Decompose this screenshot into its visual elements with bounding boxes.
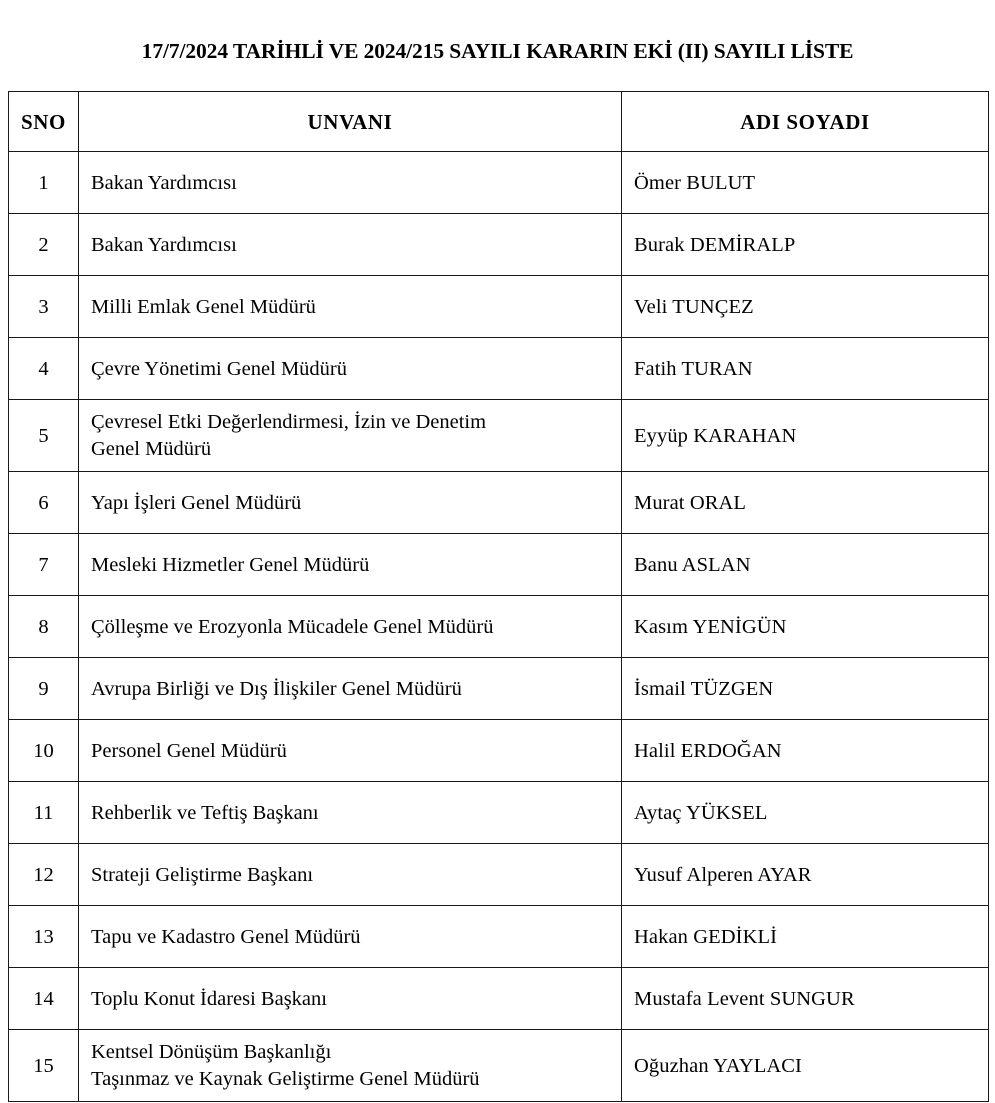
cell-unvani: Yapı İşleri Genel Müdürü [78, 471, 622, 534]
cell-sno: 3 [8, 275, 79, 338]
cell-unvani: Rehberlik ve Teftiş Başkanı [78, 781, 622, 844]
cell-unvani: Kentsel Dönüşüm Başkanlığı Taşınmaz ve Ka… [78, 1029, 622, 1102]
cell-unvani-line: Yapı İşleri Genel Müdürü [91, 491, 302, 514]
cell-adi-soyadi: İsmail TÜZGEN [621, 657, 989, 720]
column-header-unvani: UNVANI [78, 91, 622, 152]
cell-sno: 1 [8, 151, 79, 214]
cell-unvani: Personel Genel Müdürü [78, 719, 622, 782]
cell-unvani-line: Çölleşme ve Erozyonla Mücadele Genel Müd… [91, 615, 494, 638]
cell-adi-soyadi: Hakan GEDİKLİ [621, 905, 989, 968]
table-header-row: SNO UNVANI ADI SOYADI [8, 91, 989, 152]
cell-unvani: Avrupa Birliği ve Dış İlişkiler Genel Mü… [78, 657, 622, 720]
table-row: 14 Toplu Konut İdaresi Başkanı Mustafa Lev… [8, 967, 989, 1030]
cell-sno: 8 [8, 595, 79, 658]
cell-adi-soyadi: Fatih TURAN [621, 337, 989, 400]
table-row: 8 Çölleşme ve Erozyonla Mücadele Genel Mü… [8, 595, 989, 658]
cell-sno: 2 [8, 213, 79, 276]
table-row: 7 Mesleki Hizmetler Genel Müdürü Banu ASLA… [8, 533, 989, 596]
cell-unvani-line: Taşınmaz ve Kaynak Geliştirme Genel Müdü… [91, 1068, 480, 1090]
table-row: 4 Çevre Yönetimi Genel Müdürü Fatih TURAN [8, 337, 989, 400]
cell-unvani-line: Bakan Yardımcısı [91, 233, 237, 256]
cell-unvani-line: Genel Müdürü [91, 438, 212, 460]
cell-adi-soyadi: Eyyüp KARAHAN [621, 399, 989, 472]
appointments-list-table: SNO UNVANI ADI SOYADI 1 Bakan Yardımcısı Ö… [8, 91, 989, 1102]
cell-unvani: Bakan Yardımcısı [78, 151, 622, 214]
table-row: 13 Tapu ve Kadastro Genel Müdürü Hakan GED… [8, 905, 989, 968]
table-row: 2 Bakan Yardımcısı Burak DEMİRALP [8, 213, 989, 276]
table-body: 1 Bakan Yardımcısı Ömer BULUT 2 Bakan Yardım… [8, 151, 989, 1102]
cell-adi-soyadi: Veli TUNÇEZ [621, 275, 989, 338]
table-row: 9 Avrupa Birliği ve Dış İlişkiler Genel M… [8, 657, 989, 720]
cell-unvani-line: Mesleki Hizmetler Genel Müdürü [91, 553, 370, 576]
table-row: 5 Çevresel Etki Değerlendirmesi, İzin ve … [8, 399, 989, 472]
cell-unvani-line: Rehberlik ve Teftiş Başkanı [91, 801, 319, 824]
cell-unvani: Çevre Yönetimi Genel Müdürü [78, 337, 622, 400]
table-header: SNO UNVANI ADI SOYADI [8, 91, 989, 152]
cell-unvani: Çevresel Etki Değerlendirmesi, İzin ve D… [78, 399, 622, 472]
table-row: 1 Bakan Yardımcısı Ömer BULUT [8, 151, 989, 214]
cell-unvani-line: Tapu ve Kadastro Genel Müdürü [91, 925, 361, 948]
cell-sno: 9 [8, 657, 79, 720]
cell-sno: 5 [8, 399, 79, 472]
table-row: 11 Rehberlik ve Teftiş Başkanı Aytaç YÜKSE… [8, 781, 989, 844]
cell-sno: 10 [8, 719, 79, 782]
table-row: 15 Kentsel Dönüşüm Başkanlığı Taşınmaz ve … [8, 1029, 989, 1102]
cell-sno: 15 [8, 1029, 79, 1102]
cell-unvani-line: Milli Emlak Genel Müdürü [91, 295, 316, 318]
cell-sno: 6 [8, 471, 79, 534]
cell-sno: 13 [8, 905, 79, 968]
cell-adi-soyadi: Murat ORAL [621, 471, 989, 534]
cell-unvani: Çölleşme ve Erozyonla Mücadele Genel Müd… [78, 595, 622, 658]
cell-adi-soyadi: Burak DEMİRALP [621, 213, 989, 276]
cell-sno: 4 [8, 337, 79, 400]
table-row: 10 Personel Genel Müdürü Halil ERDOĞAN [8, 719, 989, 782]
cell-unvani: Strateji Geliştirme Başkanı [78, 843, 622, 906]
cell-unvani-line: Toplu Konut İdaresi Başkanı [91, 987, 327, 1010]
cell-adi-soyadi: Mustafa Levent SUNGUR [621, 967, 989, 1030]
cell-unvani-line: Avrupa Birliği ve Dış İlişkiler Genel Mü… [91, 677, 462, 700]
page-title: 17/7/2024 TARİHLİ VE 2024/215 SAYILI KAR… [141, 39, 854, 63]
cell-sno: 7 [8, 533, 79, 596]
cell-unvani-line: Çevresel Etki Değerlendirmesi, İzin ve D… [91, 411, 487, 433]
cell-unvani: Milli Emlak Genel Müdürü [78, 275, 622, 338]
table-row: 12 Strateji Geliştirme Başkanı Yusuf Alper… [8, 843, 989, 906]
cell-adi-soyadi: Yusuf Alperen AYAR [621, 843, 989, 906]
cell-unvani: Bakan Yardımcısı [78, 213, 622, 276]
table-row: 3 Milli Emlak Genel Müdürü Veli TUNÇEZ [8, 275, 989, 338]
column-header-sno: SNO [8, 91, 79, 152]
cell-unvani-line: Kentsel Dönüşüm Başkanlığı [91, 1041, 332, 1063]
cell-unvani-line: Çevre Yönetimi Genel Müdürü [91, 357, 347, 380]
cell-unvani-line: Bakan Yardımcısı [91, 171, 237, 194]
cell-sno: 14 [8, 967, 79, 1030]
cell-sno: 12 [8, 843, 79, 906]
cell-adi-soyadi: Kasım YENİGÜN [621, 595, 989, 658]
column-header-adi-soyadi: ADI SOYADI [621, 91, 989, 152]
table-row: 6 Yapı İşleri Genel Müdürü Murat ORAL [8, 471, 989, 534]
cell-adi-soyadi: Halil ERDOĞAN [621, 719, 989, 782]
cell-sno: 11 [8, 781, 79, 844]
cell-adi-soyadi: Banu ASLAN [621, 533, 989, 596]
cell-adi-soyadi: Oğuzhan YAYLACI [621, 1029, 989, 1102]
cell-unvani: Mesleki Hizmetler Genel Müdürü [78, 533, 622, 596]
cell-adi-soyadi: Ömer BULUT [621, 151, 989, 214]
cell-unvani-line: Personel Genel Müdürü [91, 739, 287, 762]
cell-unvani-line: Strateji Geliştirme Başkanı [91, 863, 314, 886]
cell-unvani: Toplu Konut İdaresi Başkanı [78, 967, 622, 1030]
cell-unvani: Tapu ve Kadastro Genel Müdürü [78, 905, 622, 968]
cell-adi-soyadi: Aytaç YÜKSEL [621, 781, 989, 844]
